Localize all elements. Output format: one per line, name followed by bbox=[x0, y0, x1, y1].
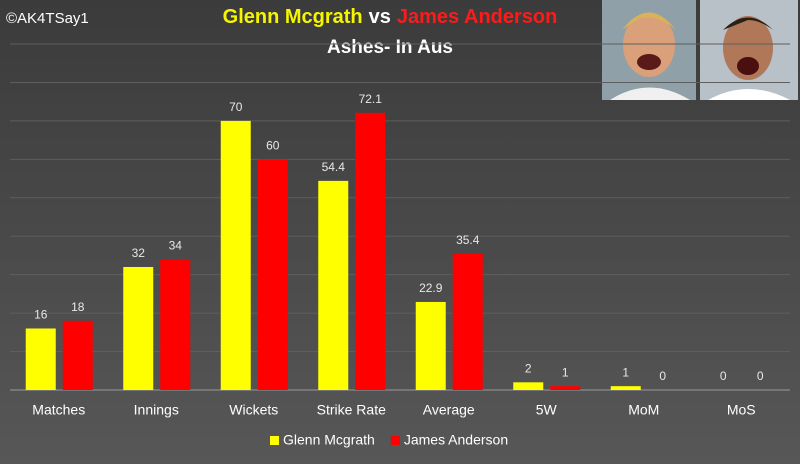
bar bbox=[123, 266, 154, 390]
bar bbox=[160, 259, 191, 390]
legend: Glenn Mcgrath James Anderson bbox=[270, 432, 508, 448]
x-tick-label: 5W bbox=[536, 402, 558, 418]
bar bbox=[62, 320, 93, 390]
photo-mcgrath bbox=[602, 0, 696, 100]
watermark: ©AK4TSay1 bbox=[6, 10, 89, 27]
value-label: 22.9 bbox=[419, 281, 443, 295]
chart-title: Glenn Mcgrath vs James Anderson bbox=[223, 6, 558, 28]
title-part: Glenn Mcgrath bbox=[223, 6, 363, 28]
value-label: 1 bbox=[562, 365, 569, 379]
value-label: 16 bbox=[34, 308, 48, 322]
value-label: 1 bbox=[622, 365, 629, 379]
bar bbox=[550, 386, 581, 390]
legend-swatch bbox=[270, 436, 279, 445]
title-part: vs bbox=[369, 6, 391, 28]
value-label: 72.1 bbox=[359, 92, 383, 106]
x-tick-label: MoM bbox=[628, 402, 659, 418]
legend-label: Glenn Mcgrath bbox=[283, 432, 375, 448]
value-label: 35.4 bbox=[456, 233, 480, 247]
value-label: 2 bbox=[525, 361, 532, 375]
bar bbox=[25, 328, 56, 390]
bar bbox=[513, 382, 544, 390]
bar bbox=[318, 180, 349, 390]
chart-subtitle: Ashes- In Aus bbox=[327, 37, 453, 58]
value-label: 34 bbox=[169, 238, 183, 252]
x-tick-label: Matches bbox=[32, 402, 85, 418]
value-label: 0 bbox=[720, 369, 727, 383]
value-label: 0 bbox=[757, 369, 764, 383]
bar bbox=[415, 301, 446, 390]
bar bbox=[452, 253, 483, 390]
photo-anderson bbox=[700, 0, 798, 100]
bar bbox=[355, 112, 386, 390]
bar bbox=[257, 159, 288, 390]
x-tick-label: MoS bbox=[727, 402, 756, 418]
value-label: 70 bbox=[229, 100, 243, 114]
title-part: James Anderson bbox=[397, 6, 557, 28]
value-label: 60 bbox=[266, 139, 280, 153]
x-tick-label: Average bbox=[423, 402, 475, 418]
x-tick-label: Innings bbox=[134, 402, 179, 418]
value-label: 18 bbox=[71, 300, 85, 314]
value-label: 54.4 bbox=[322, 160, 346, 174]
bar bbox=[610, 386, 641, 390]
value-label: 32 bbox=[132, 246, 146, 260]
value-label: 0 bbox=[659, 369, 666, 383]
x-tick-label: Wickets bbox=[229, 402, 278, 418]
legend-swatch bbox=[390, 436, 400, 445]
legend-label: James Anderson bbox=[404, 432, 508, 448]
bar bbox=[220, 120, 251, 390]
x-tick-label: Strike Rate bbox=[317, 402, 386, 418]
